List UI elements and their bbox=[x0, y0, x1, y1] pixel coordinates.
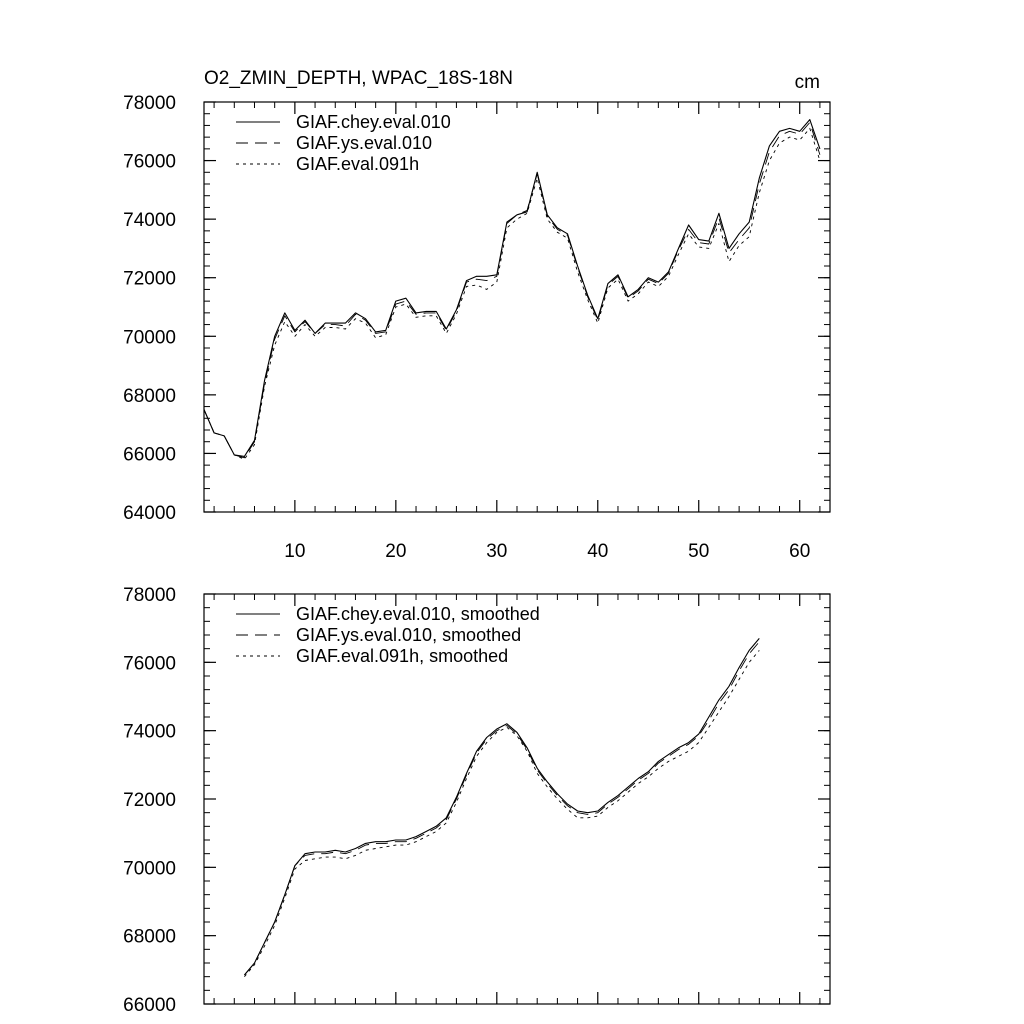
top-chart-ticks: 64000 66000 68000 70000 72000 74000 76000 78000… bbox=[123, 93, 830, 562]
top-chart-frame bbox=[203, 101, 831, 513]
y-tick-label: 72000 bbox=[123, 269, 176, 290]
series-line-1 bbox=[203, 122, 821, 459]
y-tick-label: 66000 bbox=[123, 444, 176, 465]
x-tick-label: 40 bbox=[587, 541, 608, 562]
legend-label-0: GIAF.chey.eval.010, smoothed bbox=[296, 604, 540, 624]
y-tick-label: 78000 bbox=[123, 585, 176, 606]
x-tick-label: 60 bbox=[789, 541, 810, 562]
series-line-1 bbox=[244, 641, 760, 976]
legend-label-1: GIAF.ys.eval.010 bbox=[296, 133, 432, 153]
series-line-2 bbox=[203, 127, 821, 460]
top-chart-legend: GIAF.chey.eval.010GIAF.ys.eval.010GIAF.e… bbox=[236, 112, 451, 174]
series-line-0 bbox=[243, 638, 760, 976]
series-line-0 bbox=[203, 119, 821, 457]
bottom-chart-panel: 66000 68000 70000 72000 74000 76000 78000 GIAF… bbox=[123, 585, 831, 1016]
y-tick-label: 68000 bbox=[123, 927, 176, 948]
bottom-chart-frame bbox=[203, 593, 831, 1005]
y-tick-label: 70000 bbox=[123, 858, 176, 879]
bottom-chart-series bbox=[243, 638, 760, 977]
y-tick-label: 70000 bbox=[123, 327, 176, 348]
y-tick-label: 76000 bbox=[123, 653, 176, 674]
series-line-2 bbox=[244, 650, 760, 977]
y-tick-label: 72000 bbox=[123, 790, 176, 811]
top-chart-units: cm bbox=[795, 72, 820, 93]
x-tick-label: 20 bbox=[385, 541, 406, 562]
y-tick-label: 74000 bbox=[123, 722, 176, 743]
top-chart-title: O2_ZMIN_DEPTH, WPAC_18S-18N bbox=[204, 68, 513, 89]
x-tick-label: 50 bbox=[688, 541, 709, 562]
y-tick-label: 76000 bbox=[123, 152, 176, 173]
legend-label-2: GIAF.eval.091h, smoothed bbox=[296, 646, 508, 666]
y-tick-label: 66000 bbox=[123, 995, 176, 1016]
legend-label-2: GIAF.eval.091h bbox=[296, 154, 419, 174]
bottom-chart-legend: GIAF.chey.eval.010, smoothedGIAF.ys.eval… bbox=[236, 604, 540, 666]
y-tick-label: 68000 bbox=[123, 386, 176, 407]
y-tick-label: 74000 bbox=[123, 210, 176, 231]
y-tick-label: 78000 bbox=[123, 93, 176, 114]
y-tick-label: 64000 bbox=[123, 503, 176, 524]
top-chart-panel: O2_ZMIN_DEPTH, WPAC_18S-18N cm 64000 6600… bbox=[123, 68, 831, 562]
top-chart-series bbox=[203, 119, 821, 460]
x-tick-label: 10 bbox=[284, 541, 305, 562]
legend-label-1: GIAF.ys.eval.010, smoothed bbox=[296, 625, 521, 645]
legend-label-0: GIAF.chey.eval.010 bbox=[296, 112, 451, 132]
x-tick-label: 30 bbox=[486, 541, 507, 562]
bottom-chart-ticks: 66000 68000 70000 72000 74000 76000 78000 bbox=[123, 585, 830, 1016]
